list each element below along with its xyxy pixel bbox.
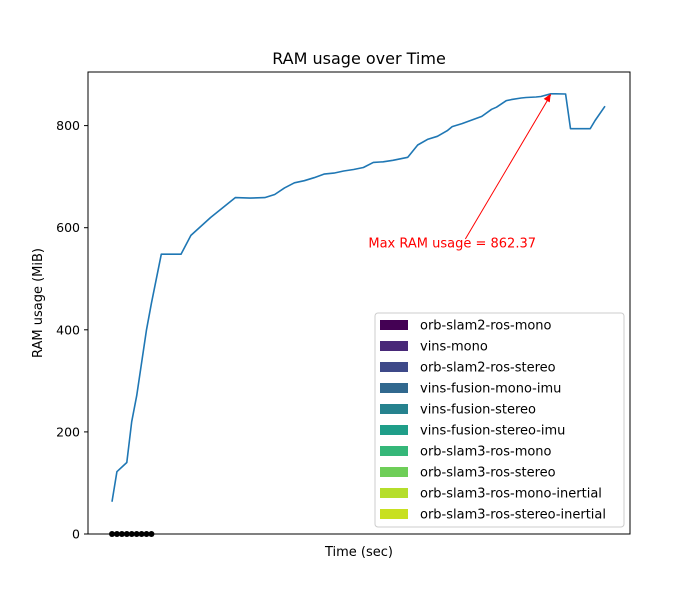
chart-title: RAM usage over Time [272,49,446,68]
legend-label: orb-slam3-ros-stereo-inertial [420,508,606,523]
legend-swatch [380,383,408,393]
y-tick-label: 600 [56,220,80,235]
legend-label: orb-slam3-ros-stereo [420,466,556,481]
y-tick-label: 200 [56,424,80,439]
baseline-marker [148,531,155,537]
legend-label: vins-mono [420,340,488,355]
axes-frame [87,71,631,535]
y-tick-label: 0 [72,527,80,542]
legend-swatch [380,488,408,498]
plot-area [87,71,631,535]
legend-swatch [380,467,408,477]
annotation-arrow-line [464,94,552,240]
series-layer [111,93,606,502]
legend-label: orb-slam3-ros-mono [420,445,552,460]
baseline-marker [133,531,140,537]
baseline-marker [118,531,125,537]
legend-swatch [380,362,408,372]
baseline-marker [109,531,115,537]
annotation-text: Max RAM usage = 862.37 [368,237,536,252]
x-axis-label: Time (sec) [324,545,393,560]
y-axis-ticks: 0 200 400 600 800 [56,118,88,542]
baseline-marker [138,531,145,537]
legend-label: orb-slam3-ros-mono-inertial [420,487,602,502]
legend-label: orb-slam2-ros-stereo [420,361,556,376]
y-tick-label: 800 [56,118,80,133]
annotation-arrowhead [543,93,551,103]
legend-swatch [380,425,408,435]
baseline-marker [113,531,120,537]
legend: orb-slam2-ros-mono vins-mono orb-slam2-ros… [374,312,625,528]
baseline-markers [109,531,155,537]
legend-box [374,312,625,528]
legend-label: vins-fusion-mono-imu [420,382,561,397]
baseline-marker [143,531,150,537]
max-annotation: Max RAM usage = 862.37 [368,93,552,252]
legend-swatch [380,509,408,519]
legend-swatch [380,320,408,330]
legend-label: orb-slam2-ros-mono [420,319,552,334]
y-tick-label: 400 [56,322,80,337]
legend-label: vins-fusion-stereo [420,403,536,418]
baseline-marker [128,531,135,537]
baseline-marker [123,531,130,537]
legend-swatch [380,446,408,456]
legend-swatch [380,404,408,414]
legend-swatch [380,341,408,351]
y-axis-label: RAM usage (MiB) [31,248,46,358]
legend-label: vins-fusion-stereo-imu [420,424,565,439]
series-line-0 [111,93,606,502]
